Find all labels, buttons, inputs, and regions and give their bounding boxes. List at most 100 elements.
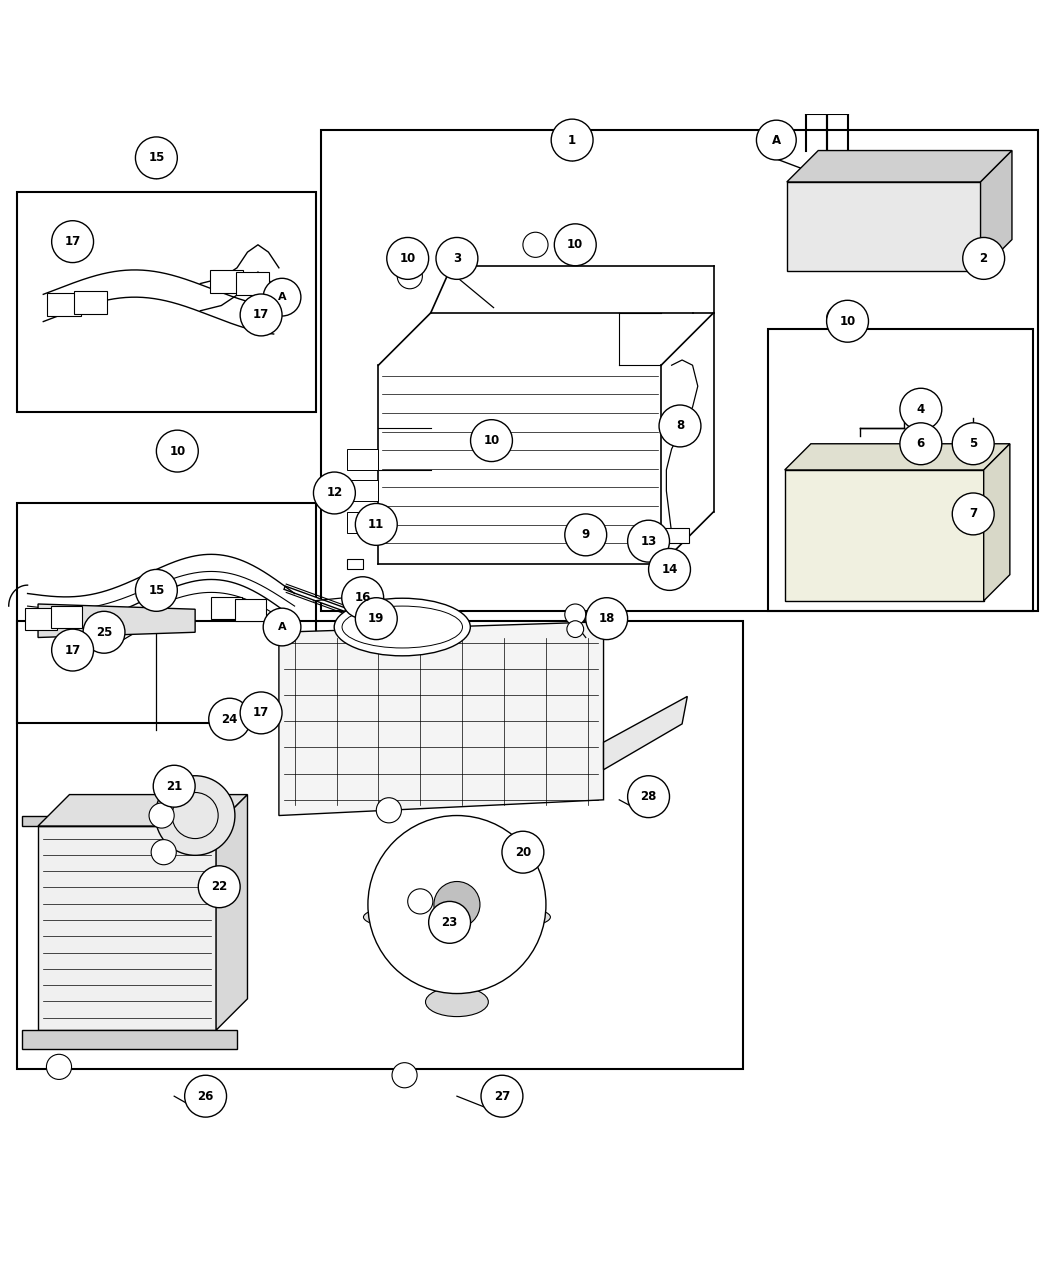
Text: 22: 22: [211, 880, 228, 894]
Text: 26: 26: [197, 1090, 214, 1103]
Polygon shape: [25, 608, 57, 630]
Circle shape: [51, 629, 93, 671]
Text: 4: 4: [917, 403, 925, 416]
Polygon shape: [236, 272, 270, 296]
Text: A: A: [772, 134, 781, 147]
Text: 18: 18: [598, 612, 615, 625]
Circle shape: [397, 264, 422, 288]
Circle shape: [51, 221, 93, 263]
Polygon shape: [786, 150, 1012, 182]
Text: 17: 17: [253, 706, 269, 719]
Text: A: A: [278, 622, 287, 632]
Circle shape: [826, 306, 852, 330]
Circle shape: [368, 816, 546, 993]
Circle shape: [565, 604, 586, 625]
Bar: [17, 193, 316, 412]
Circle shape: [659, 405, 701, 448]
Text: 28: 28: [640, 790, 656, 803]
Text: 3: 3: [453, 252, 461, 265]
Text: 13: 13: [640, 534, 656, 548]
Polygon shape: [784, 444, 1010, 470]
Bar: [786, 182, 981, 272]
Text: 10: 10: [839, 315, 856, 328]
Polygon shape: [22, 816, 237, 826]
Text: 10: 10: [567, 238, 584, 251]
Circle shape: [502, 831, 544, 873]
Circle shape: [198, 866, 240, 908]
Circle shape: [481, 1075, 523, 1117]
Bar: [321, 130, 1038, 611]
Circle shape: [407, 889, 433, 914]
Text: 25: 25: [96, 626, 112, 639]
Circle shape: [392, 1062, 417, 1088]
Text: 23: 23: [441, 915, 458, 929]
Circle shape: [46, 1054, 71, 1080]
Polygon shape: [981, 150, 1012, 272]
Polygon shape: [47, 293, 81, 316]
Circle shape: [135, 136, 177, 179]
Circle shape: [567, 621, 584, 638]
Ellipse shape: [425, 987, 488, 1016]
Polygon shape: [604, 696, 688, 770]
Circle shape: [151, 840, 176, 864]
Text: 17: 17: [64, 644, 81, 657]
Circle shape: [756, 120, 796, 159]
Circle shape: [434, 881, 480, 928]
Circle shape: [963, 237, 1005, 279]
Ellipse shape: [334, 598, 470, 655]
Circle shape: [355, 504, 397, 546]
Circle shape: [826, 301, 868, 342]
Text: 6: 6: [917, 437, 925, 450]
Polygon shape: [38, 826, 216, 1030]
Circle shape: [240, 295, 282, 335]
Ellipse shape: [363, 901, 550, 933]
Bar: [346, 511, 378, 533]
Polygon shape: [346, 558, 362, 570]
Circle shape: [355, 598, 397, 640]
Circle shape: [376, 798, 401, 822]
Text: 10: 10: [169, 445, 186, 458]
Bar: [768, 329, 1033, 611]
Text: 24: 24: [222, 713, 238, 725]
Circle shape: [586, 598, 628, 640]
Circle shape: [185, 1075, 227, 1117]
Text: 17: 17: [253, 309, 269, 321]
Polygon shape: [210, 270, 244, 293]
Circle shape: [565, 514, 607, 556]
Text: 16: 16: [355, 592, 371, 604]
Bar: [17, 504, 316, 723]
Polygon shape: [38, 794, 248, 826]
Text: 11: 11: [369, 518, 384, 530]
Polygon shape: [279, 622, 604, 816]
Text: 19: 19: [369, 612, 384, 625]
Circle shape: [952, 493, 994, 536]
Text: 20: 20: [514, 845, 531, 858]
Text: 27: 27: [494, 1090, 510, 1103]
Text: 12: 12: [327, 487, 342, 500]
Bar: [664, 528, 690, 543]
Circle shape: [470, 419, 512, 462]
Circle shape: [649, 548, 691, 590]
Text: 2: 2: [980, 252, 988, 265]
Text: 1: 1: [568, 134, 576, 147]
Text: 5: 5: [969, 437, 978, 450]
Circle shape: [153, 765, 195, 807]
Text: 15: 15: [148, 152, 165, 164]
Circle shape: [314, 472, 355, 514]
Circle shape: [240, 692, 282, 734]
Polygon shape: [50, 606, 82, 627]
Text: 10: 10: [483, 434, 500, 448]
Bar: [346, 481, 378, 501]
Circle shape: [523, 232, 548, 258]
Circle shape: [900, 389, 942, 430]
Circle shape: [428, 901, 470, 944]
Text: 8: 8: [676, 419, 685, 432]
Text: 15: 15: [148, 584, 165, 597]
Circle shape: [554, 224, 596, 265]
Text: 7: 7: [969, 507, 978, 520]
Polygon shape: [235, 599, 267, 621]
Circle shape: [436, 237, 478, 279]
Circle shape: [155, 775, 235, 856]
Circle shape: [341, 576, 383, 618]
Circle shape: [386, 237, 428, 279]
